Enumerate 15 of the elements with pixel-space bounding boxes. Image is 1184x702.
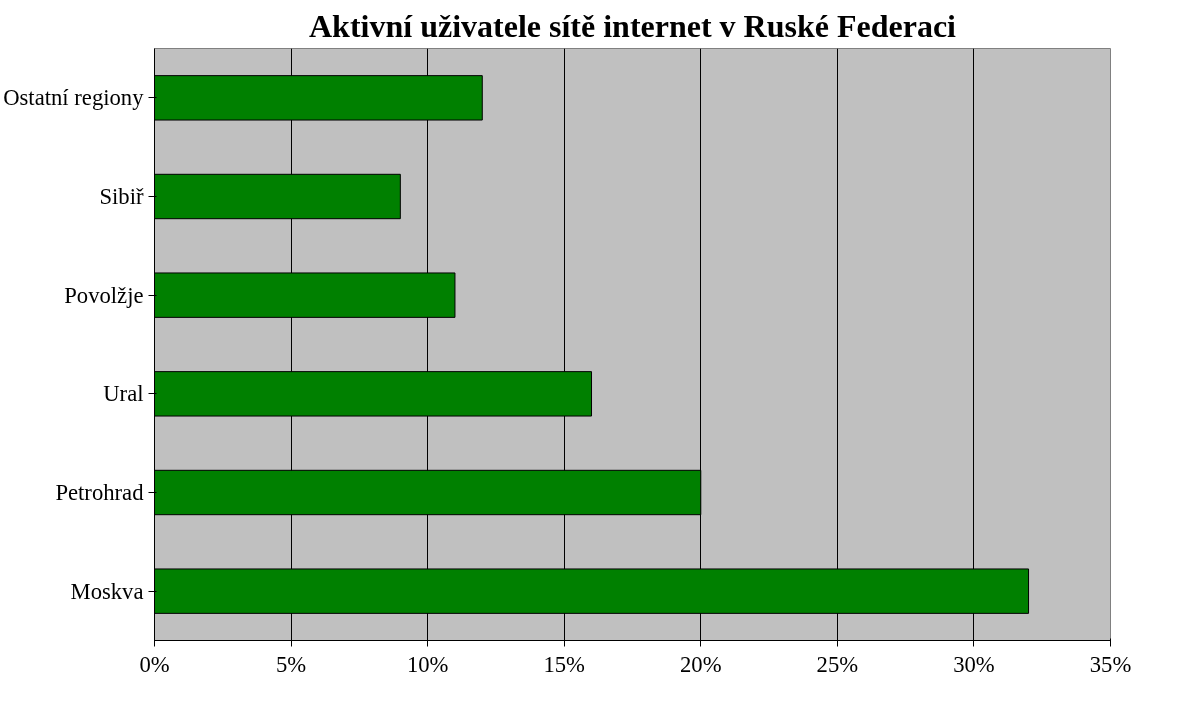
x-tick-label: 10%: [406, 651, 449, 677]
x-tick-label: 30%: [953, 651, 995, 677]
x-tick-label: 0%: [139, 651, 170, 677]
x-tick-label: 25%: [816, 651, 859, 677]
y-tick-label: Sibiř: [99, 184, 144, 209]
x-tick-label: 35%: [1089, 651, 1132, 677]
y-tick-label: Ostatní regiony: [3, 85, 145, 111]
x-tick-label: 5%: [275, 651, 307, 677]
y-tick-label: Moskva: [70, 578, 144, 604]
y-tick-label: Petrohrad: [55, 480, 145, 505]
x-tick-label: 15%: [543, 651, 586, 677]
x-tick-label: 20%: [680, 651, 722, 677]
y-tick-label: Povolžje: [64, 282, 144, 308]
chart-title: Aktivní uživatele sítě internet v Ruské Federaci: [309, 7, 957, 44]
y-tick-label: Ural: [103, 381, 144, 407]
